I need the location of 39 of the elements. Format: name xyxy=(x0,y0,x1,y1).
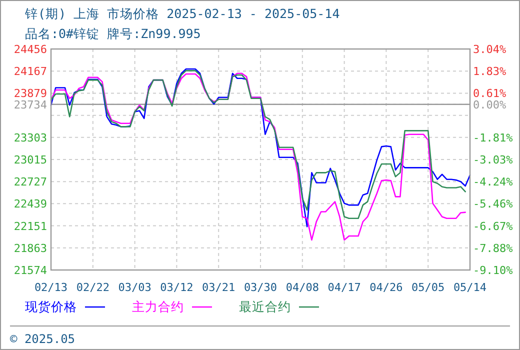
y-tick-label: 21574 xyxy=(14,264,48,277)
x-tick-label: 02/22 xyxy=(76,281,110,294)
title: 锌(期) 上海 市场价格 2025-02-13 - 2025-05-14 xyxy=(25,6,340,21)
y-tick-label: 23303 xyxy=(14,131,47,144)
text: © 2025.05 xyxy=(10,332,76,346)
y2-tick-label: -1.81% xyxy=(473,131,514,144)
y-tick-label: 24456 xyxy=(14,43,47,56)
y2-tick-label: 1.83% xyxy=(473,65,506,78)
x-tick-label: 03/21 xyxy=(202,281,236,294)
y-tick-label: 24167 xyxy=(14,65,47,78)
y2-tick-label: -6.67% xyxy=(473,220,514,233)
x-tick-label: 03/12 xyxy=(160,281,194,294)
x-tick-label: 04/26 xyxy=(370,281,403,294)
legend-label: 主力合约 xyxy=(132,299,184,314)
y2-tick-label: 0.61% xyxy=(473,87,506,100)
x-tick-label: 05/05 xyxy=(412,281,445,294)
x-tick-label: 04/17 xyxy=(328,281,361,294)
y2-tick-label: -9.10% xyxy=(473,264,514,277)
legend-label: 现货价格 xyxy=(25,299,77,314)
y2-tick-label: -3.03% xyxy=(473,154,514,166)
x-tick-label: 03/03 xyxy=(118,281,152,294)
subtitle: 品名:0#锌锭 牌号:Zn99.995 xyxy=(25,26,201,41)
y2-tick-label: 0.00% xyxy=(473,98,506,112)
y-tick-label: 23734 xyxy=(14,98,48,112)
y-tick-label: 23015 xyxy=(14,154,47,166)
y2-tick-label: -7.88% xyxy=(473,242,514,255)
y-tick-label: 22439 xyxy=(14,198,47,211)
y-tick-label: 22727 xyxy=(14,176,47,189)
y2-tick-label: -4.24% xyxy=(473,176,514,189)
y-tick-label: 22151 xyxy=(14,220,47,233)
y2-tick-label: -5.46% xyxy=(473,198,514,211)
y-tick-label: 23879 xyxy=(14,87,47,100)
x-tick-label: 04/08 xyxy=(286,281,319,294)
x-tick-label: 02/13 xyxy=(34,281,68,294)
y2-tick-label: 3.04% xyxy=(473,43,506,56)
x-tick-label: 03/30 xyxy=(244,281,278,294)
x-tick-label: 05/14 xyxy=(453,281,487,294)
legend-label: 最近合约 xyxy=(239,299,291,314)
y-tick-label: 21863 xyxy=(14,242,47,255)
